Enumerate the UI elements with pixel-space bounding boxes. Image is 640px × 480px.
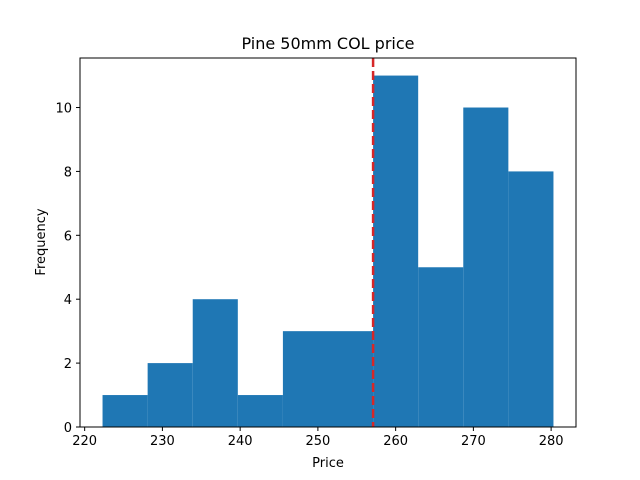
y-tick-label: 8: [64, 165, 72, 180]
histogram-bar: [147, 363, 193, 427]
histogram-bar: [508, 171, 554, 427]
x-tick-label: 280: [539, 434, 564, 449]
y-tick-label: 0: [64, 421, 72, 436]
x-axis-ticks: 220 230 240 250 260 270 280: [72, 427, 564, 449]
histogram-bar: [373, 75, 419, 428]
x-tick-label: 250: [305, 434, 330, 449]
chart-title: Pine 50mm COL price: [241, 34, 414, 53]
plot-frame: [79, 57, 577, 428]
bars-group: [102, 75, 554, 428]
y-tick-label: 2: [64, 357, 72, 372]
x-axis-label: Price: [312, 456, 344, 471]
x-tick-label: 220: [72, 434, 97, 449]
y-tick-label: 6: [64, 229, 72, 244]
histogram-bar: [282, 331, 328, 427]
histogram-bar: [418, 267, 464, 427]
histogram-bar: [102, 395, 148, 427]
x-tick-label: 260: [383, 434, 408, 449]
histogram-bar: [192, 299, 238, 427]
histogram-bar: [328, 331, 374, 427]
x-tick-label: 230: [150, 434, 175, 449]
y-tick-label: 10: [55, 102, 72, 117]
x-tick-label: 270: [461, 434, 486, 449]
y-tick-label: 4: [64, 293, 72, 308]
x-tick-label: 240: [228, 434, 253, 449]
y-axis-ticks: 0 2 4 6 8 10: [55, 102, 80, 436]
y-axis-label: Frequency: [34, 208, 49, 275]
histogram-bar: [237, 395, 283, 427]
histogram-bar: [463, 107, 509, 428]
